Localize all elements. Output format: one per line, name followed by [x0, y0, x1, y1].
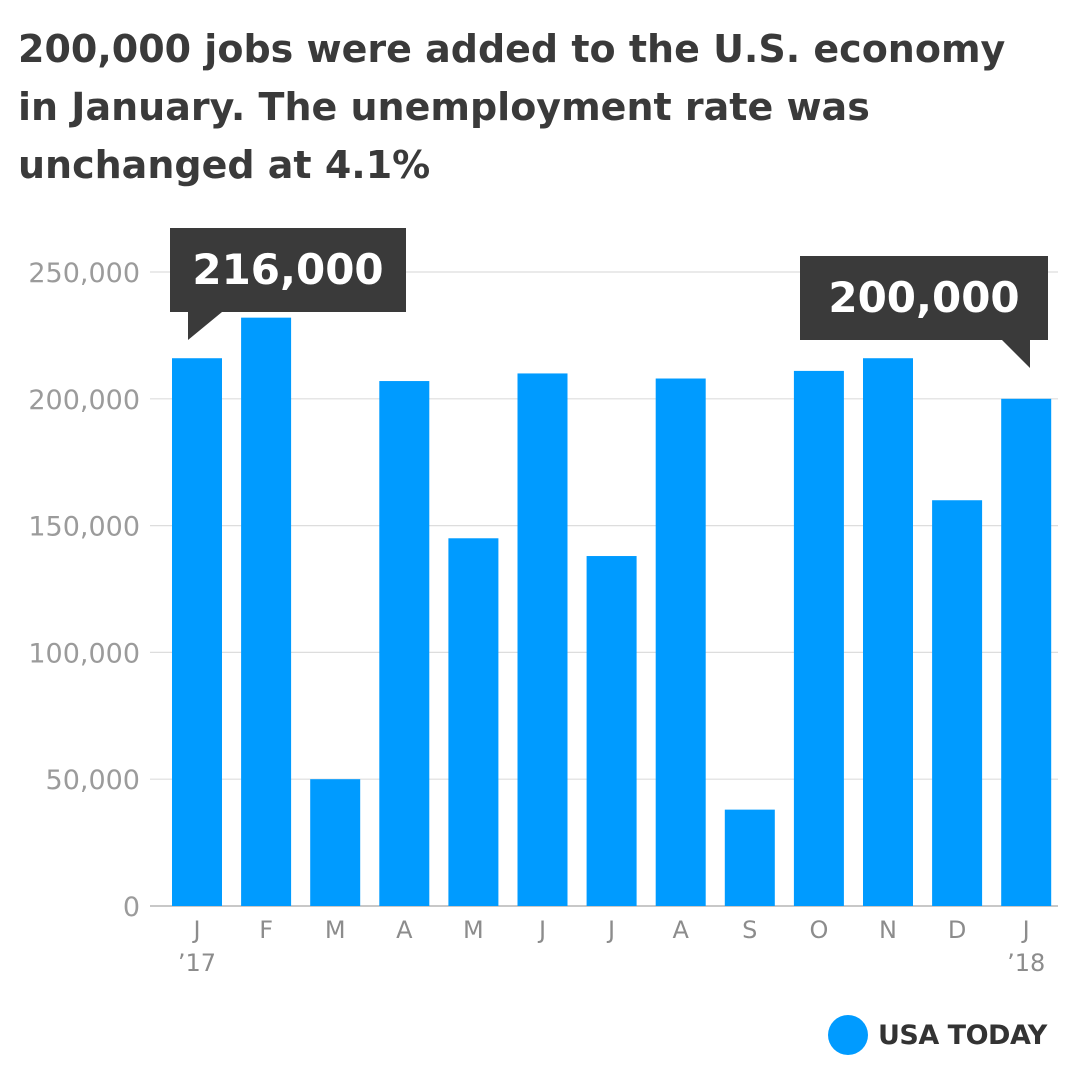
brand-name: USA TODAY: [878, 1019, 1047, 1051]
bar: [310, 779, 361, 906]
bar: [379, 381, 430, 907]
x-tick-sublabel: ’17: [178, 949, 216, 977]
bar: [932, 500, 983, 906]
x-tick-label: M: [463, 916, 484, 944]
x-tick-label: S: [742, 916, 757, 944]
callout-box: [170, 228, 406, 312]
x-axis-ticks: J ’17 F M A M J J A S O N D J ’18: [178, 916, 1045, 977]
callout: 200,000: [800, 256, 1048, 368]
data-label: 216,000: [192, 245, 383, 294]
x-tick-label: N: [879, 916, 897, 944]
bar: [1001, 398, 1052, 906]
callouts: 216,000 200,000: [170, 228, 1048, 368]
y-tick-label: 50,000: [46, 765, 140, 796]
bar: [448, 538, 499, 906]
x-tick-label: J: [606, 916, 615, 944]
x-tick-label: A: [396, 916, 413, 944]
x-tick-label: D: [948, 916, 966, 944]
bar: [863, 358, 913, 906]
x-tick-label: A: [672, 916, 689, 944]
y-tick-label: 200,000: [28, 385, 140, 416]
bar: [241, 317, 292, 906]
x-tick-sublabel: ’18: [1007, 949, 1045, 977]
callout: 216,000: [170, 228, 406, 340]
y-tick-label: 250,000: [28, 258, 140, 289]
bar: [172, 358, 222, 906]
bar: [586, 556, 637, 906]
x-tick-label: J: [537, 916, 546, 944]
y-axis-ticks: 0 50,000 100,000 150,000 200,000 250,000: [28, 258, 140, 923]
brand-logo: USA TODAY: [828, 1014, 1047, 1056]
bars: [172, 317, 1052, 907]
x-tick-label: O: [809, 916, 828, 944]
x-tick-label: F: [259, 916, 273, 944]
brand-dot-icon: [828, 1015, 868, 1055]
bar: [517, 373, 568, 906]
x-tick-label: J: [191, 916, 200, 944]
y-tick-label: 150,000: [28, 512, 140, 543]
bar: [724, 809, 775, 906]
y-tick-label: 0: [123, 892, 140, 923]
callout-pointer: [1002, 340, 1030, 368]
bar: [793, 370, 844, 906]
y-tick-label: 100,000: [28, 638, 140, 669]
data-label: 200,000: [828, 273, 1019, 322]
x-tick-label: M: [325, 916, 346, 944]
callout-pointer: [188, 312, 222, 340]
chart-title: 200,000 jobs were added to the U.S. econ…: [18, 27, 1006, 187]
x-tick-label: J: [1021, 916, 1030, 944]
bar: [655, 378, 706, 907]
callout-box: [800, 256, 1048, 340]
